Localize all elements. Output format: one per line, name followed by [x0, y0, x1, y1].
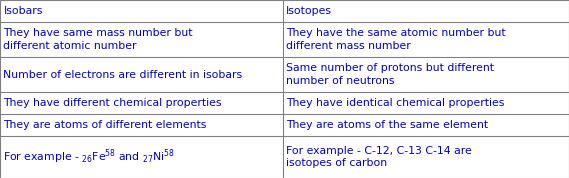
Text: Number of electrons are different in isobars: Number of electrons are different in iso… [3, 69, 242, 80]
Text: Same number of protons but different
number of neutrons: Same number of protons but different num… [286, 63, 494, 86]
Text: They have the same atomic number but
different mass number: They have the same atomic number but dif… [286, 28, 506, 51]
Text: They have same mass number but
different atomic number: They have same mass number but different… [3, 28, 193, 51]
Text: For example - C-12, C-13 C-14 are
isotopes of carbon: For example - C-12, C-13 C-14 are isotop… [286, 146, 472, 168]
Text: They have identical chemical properties: They have identical chemical properties [286, 98, 505, 108]
Text: For example - $_{26}$Fe$^{58}$ and $_{27}$Ni$^{58}$: For example - $_{26}$Fe$^{58}$ and $_{27… [3, 148, 175, 166]
Text: Isotopes: Isotopes [286, 6, 332, 16]
Text: They are atoms of the same element: They are atoms of the same element [286, 120, 488, 130]
Text: They have different chemical properties: They have different chemical properties [3, 98, 222, 108]
Text: Isobars: Isobars [3, 6, 43, 16]
Text: They are atoms of different elements: They are atoms of different elements [3, 120, 207, 130]
